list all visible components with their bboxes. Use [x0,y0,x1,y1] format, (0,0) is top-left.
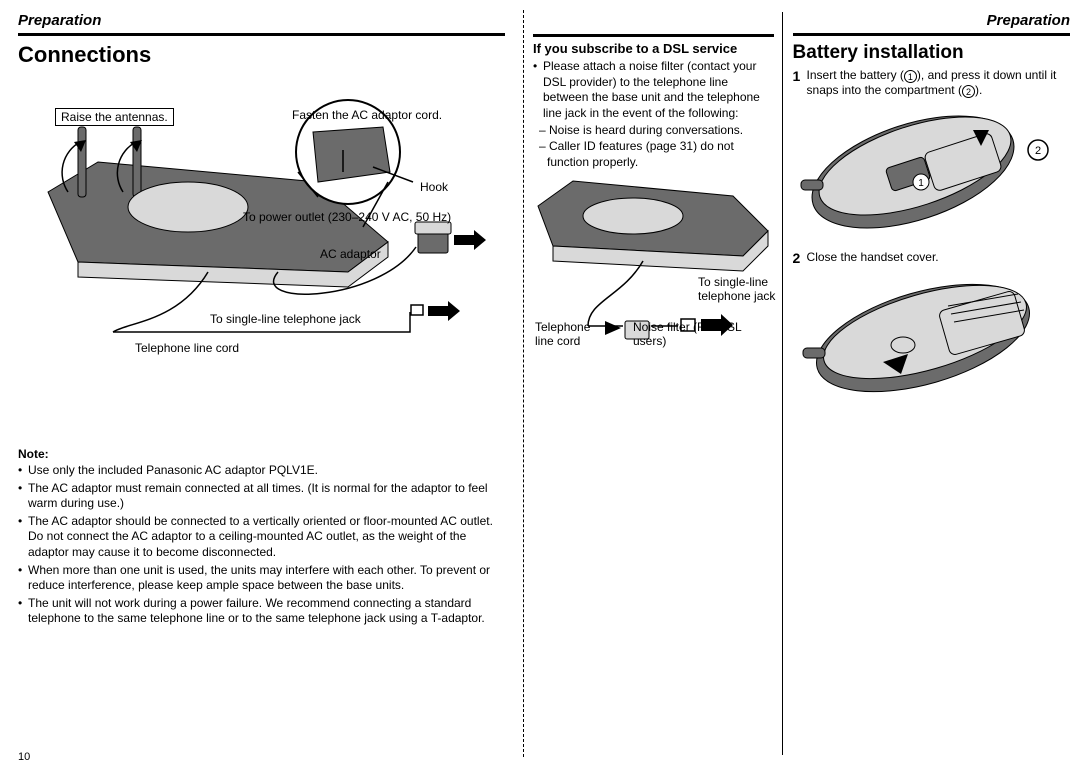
dsl-bullets: Please attach a noise filter (contact yo… [533,59,774,121]
battery-step2-diagram [793,270,1063,400]
battery-column: Preparation Battery installation 1 Inser… [783,12,1070,755]
label-fasten-cord: Fasten the AC adaptor cord. [292,108,442,122]
dsl-dash: – Caller ID features (page 31) do not fu… [533,139,774,170]
label-raise-antennas: Raise the antennas. [55,108,174,126]
note-item: The AC adaptor should be connected to a … [18,514,505,561]
label-dsl-linecord: Telephone line cord [535,320,605,348]
label-hook: Hook [420,180,448,194]
label-telephone-jack: To single-line telephone jack [210,312,361,326]
step-text-part: ). [975,83,982,97]
rule [533,34,774,37]
right-page: If you subscribe to a DSL service Please… [523,0,1080,767]
dsl-dash: – Noise is heard during conversations. [533,123,774,139]
step-number: 2 [793,250,807,266]
step-1-text: Insert the battery (1), and press it dow… [807,68,1070,98]
label-telephone-cord: Telephone line cord [135,341,239,355]
note-item: The AC adaptor must remain connected at … [18,481,505,512]
step-2: 2 Close the handset cover. [793,250,1070,266]
dsl-bullet: Please attach a noise filter (contact yo… [533,59,774,121]
note-item: When more than one unit is used, the uni… [18,563,505,594]
battery-title: Battery installation [793,42,1070,64]
circled-2-icon: 2 [962,85,975,98]
step-number: 1 [793,68,807,98]
notes-list: Use only the included Panasonic AC adapt… [18,463,505,627]
label-power-outlet: To power outlet (230–240 V AC, 50 Hz) [243,210,451,224]
label-dsl-jack: To single-line telephone jack [698,275,788,303]
page-number: 10 [18,751,30,763]
right-header: Preparation [793,12,1070,31]
step-1: 1 Insert the battery (1), and press it d… [793,68,1070,98]
left-page: Preparation Connections [0,0,523,767]
dsl-column: If you subscribe to a DSL service Please… [533,12,783,755]
step-text-part: Insert the battery ( [807,68,904,82]
connections-title: Connections [18,42,505,68]
header-rule [18,33,505,36]
dsl-heading: If you subscribe to a DSL service [533,41,774,56]
svg-text:1: 1 [918,178,924,189]
note-heading: Note: [18,447,505,461]
header-rule [793,33,1070,36]
label-dsl-filter: Noise filter (For DSL users) [633,320,743,348]
circled-1-icon: 1 [904,70,917,83]
left-header: Preparation [18,12,505,31]
note-item: Use only the included Panasonic AC adapt… [18,463,505,479]
note-item: The unit will not work during a power fa… [18,596,505,627]
battery-step1-diagram: 1 2 [793,102,1063,237]
step-2-text: Close the handset cover. [807,250,939,266]
badge-2: 2 [1034,145,1040,157]
label-ac-adaptor: AC adaptor [320,247,381,261]
